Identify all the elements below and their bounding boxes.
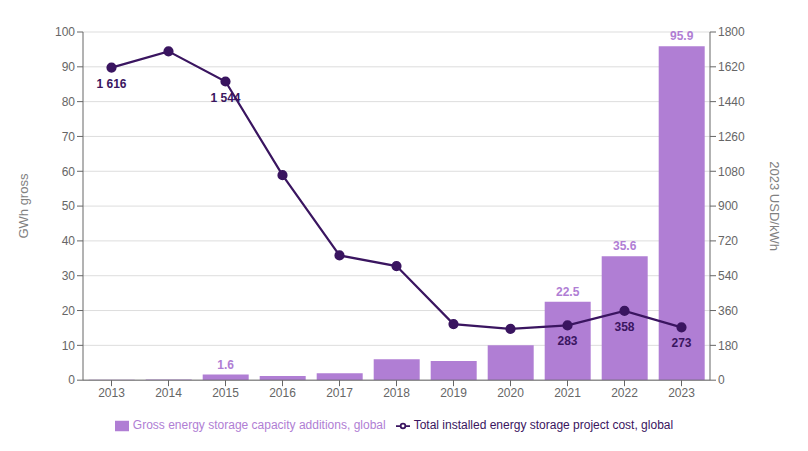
- svg-text:90: 90: [62, 60, 76, 74]
- svg-text:2014: 2014: [155, 386, 182, 400]
- svg-text:1 544: 1 544: [210, 91, 240, 105]
- svg-text:40: 40: [62, 234, 76, 248]
- svg-text:2023: 2023: [668, 386, 695, 400]
- svg-text:100: 100: [55, 25, 75, 39]
- svg-text:1800: 1800: [718, 25, 745, 39]
- svg-text:10: 10: [62, 339, 76, 353]
- svg-text:50: 50: [62, 199, 76, 213]
- svg-text:2016: 2016: [269, 386, 296, 400]
- svg-text:1 616: 1 616: [96, 77, 126, 91]
- svg-text:540: 540: [718, 269, 738, 283]
- svg-text:80: 80: [62, 95, 76, 109]
- svg-text:273: 273: [671, 336, 691, 350]
- svg-text:20: 20: [62, 304, 76, 318]
- svg-text:2023 USD/kWh: 2023 USD/kWh: [767, 161, 782, 251]
- svg-text:283: 283: [557, 334, 577, 348]
- svg-text:360: 360: [718, 304, 738, 318]
- svg-text:720: 720: [718, 234, 738, 248]
- svg-text:1.6: 1.6: [217, 358, 234, 372]
- svg-text:1440: 1440: [718, 95, 745, 109]
- svg-text:2015: 2015: [212, 386, 239, 400]
- svg-text:2022: 2022: [611, 386, 638, 400]
- svg-text:1080: 1080: [718, 165, 745, 179]
- svg-text:358: 358: [614, 320, 634, 334]
- svg-text:95.9: 95.9: [670, 29, 694, 43]
- svg-text:70: 70: [62, 130, 76, 144]
- svg-text:22.5: 22.5: [556, 285, 580, 299]
- html-text:Total installed energy storage: Total installed energy storage project c…: [413, 418, 674, 433]
- svg-text:1620: 1620: [718, 60, 745, 74]
- svg-text:2013: 2013: [98, 386, 125, 400]
- svg-text:2021: 2021: [554, 386, 581, 400]
- svg-text:2020: 2020: [497, 386, 524, 400]
- svg-text:35.6: 35.6: [613, 239, 637, 253]
- svg-text:30: 30: [62, 269, 76, 283]
- svg-text:2018: 2018: [383, 386, 410, 400]
- svg-text:GWh gross: GWh gross: [16, 173, 31, 239]
- svg-text:2019: 2019: [440, 386, 467, 400]
- svg-text:0: 0: [68, 373, 75, 387]
- svg-text:0: 0: [718, 373, 725, 387]
- html-text:Gross energy storage capacity: Gross energy storage capacity additions,…: [132, 418, 386, 433]
- svg-text:2017: 2017: [326, 386, 353, 400]
- svg-text:180: 180: [718, 339, 738, 353]
- svg-text:60: 60: [62, 165, 76, 179]
- svg-text:1260: 1260: [718, 130, 745, 144]
- svg-text:900: 900: [718, 199, 738, 213]
